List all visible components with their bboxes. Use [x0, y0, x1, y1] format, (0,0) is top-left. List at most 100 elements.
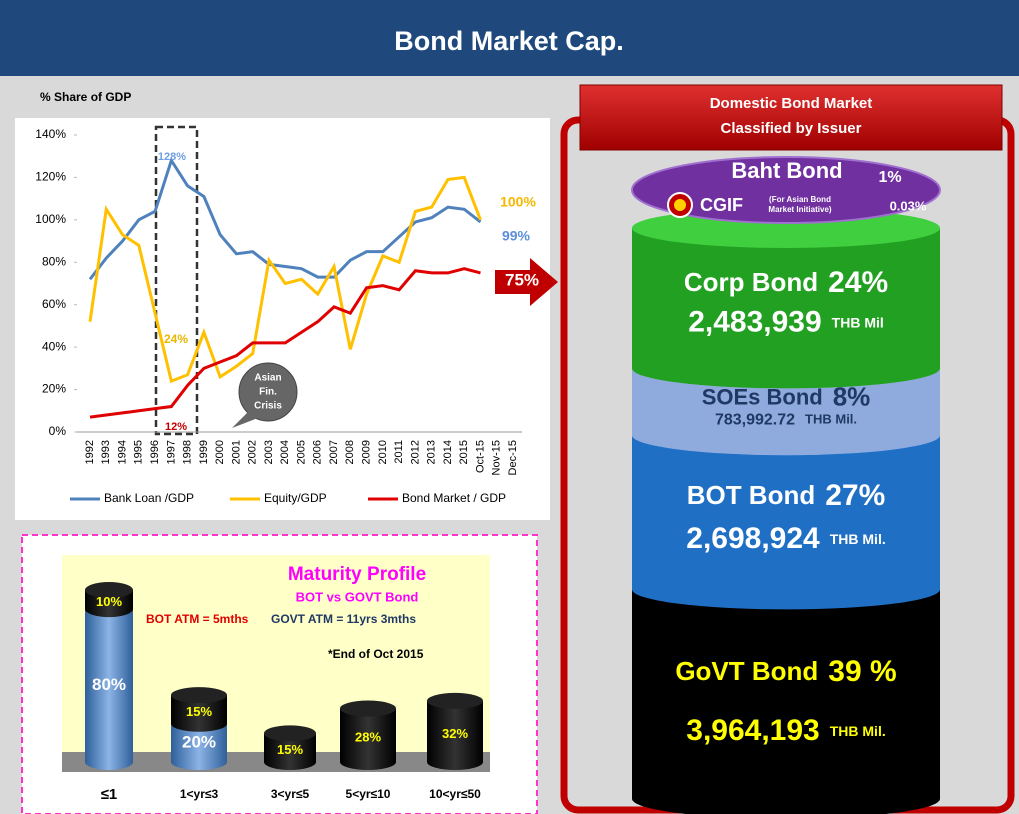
- x-tick-label: ≤1: [101, 786, 118, 803]
- segment-title: Corp Bond 24%: [684, 266, 888, 299]
- segment-amount: 3,964,193 THB Mil.: [686, 714, 885, 747]
- segment-share: 0.03%: [890, 198, 927, 213]
- x-tick-label: 3<yr≤5: [271, 787, 310, 801]
- annotation: GOVT ATM = 11yrs 3mths: [271, 612, 416, 626]
- x-tick-label: 2006: [312, 440, 324, 464]
- value-label: 10%: [96, 594, 122, 609]
- callout-text: Fin.: [259, 387, 277, 398]
- segment-name: BOT Bond: [687, 480, 816, 510]
- x-tick-label: 1996: [149, 440, 161, 464]
- top-disk: [631, 156, 941, 224]
- cylinder-top: [264, 725, 316, 742]
- annotation: 12%: [165, 421, 187, 433]
- cylinder-body: [171, 695, 228, 732]
- unit: THB Mil.: [830, 722, 886, 738]
- x-tick-label: 2010: [377, 440, 389, 464]
- cylinder-body: [632, 228, 940, 389]
- callout-text: Asian: [254, 373, 281, 384]
- unit: THB Mil: [832, 314, 884, 330]
- segment-title: BOT Bond 27%: [687, 479, 886, 512]
- cylinder-body: [632, 368, 940, 456]
- segment-share: 27%: [825, 479, 885, 512]
- x-tick-label: 2008: [344, 440, 356, 464]
- x-tick-label: 2002: [247, 440, 259, 464]
- x-tick-label: 2012: [409, 440, 421, 464]
- legend-label: Bond Market / GDP: [402, 491, 506, 505]
- cylinder-body: [264, 733, 316, 770]
- segment-share: 39 %: [828, 655, 896, 688]
- annotation: 24%: [164, 332, 188, 346]
- x-tick-label: 1999: [198, 440, 210, 464]
- x-tick-label: 2003: [263, 440, 275, 464]
- annotation: 75%: [505, 270, 539, 289]
- x-tick-label: 1992: [84, 440, 96, 464]
- segment-name: Baht Bond: [731, 158, 842, 183]
- cylinder-body: [427, 700, 483, 770]
- legend-label: Equity/GDP: [264, 491, 327, 505]
- crisis-box: [154, 125, 199, 436]
- x-tick-label: 2007: [328, 440, 340, 464]
- x-tick-label: 1997: [165, 440, 177, 464]
- x-tick-label: 1998: [182, 440, 194, 464]
- series-line: [89, 267, 481, 419]
- value-label: 20%: [182, 732, 216, 751]
- value-label: 15%: [186, 704, 212, 719]
- y-tick-label: 0%: [49, 424, 67, 438]
- y-tick-label: 20%: [42, 382, 66, 396]
- unit: THB Mil.: [830, 531, 886, 547]
- x-tick-label: 2004: [279, 440, 291, 464]
- callout-text: Crisis: [254, 401, 282, 412]
- callout-pointer: [232, 412, 258, 428]
- value-label: 15%: [277, 742, 303, 757]
- arrow: [495, 258, 558, 306]
- cgif-note: Market Initiative): [768, 205, 831, 214]
- segment-share: 24%: [828, 266, 888, 299]
- segment-title: SOEs Bond 8%: [702, 381, 871, 411]
- unit: THB Mil.: [805, 412, 857, 427]
- title-bar: [0, 0, 1019, 76]
- annotation: 100%: [500, 194, 536, 210]
- cylinder-top: [85, 582, 133, 598]
- segment-amount: 783,992.72 THB Mil.: [715, 412, 857, 429]
- cylinder-body: [632, 589, 940, 814]
- x-tick-label: 2013: [426, 440, 438, 464]
- cylinder-top: [427, 692, 483, 709]
- segment-amount: 2,483,939 THB Mil: [688, 305, 884, 338]
- amount: 3,964,193: [686, 714, 819, 747]
- value-label: 32%: [442, 726, 468, 741]
- series-line: [88, 156, 482, 281]
- x-tick-label: 1<yr≤3: [180, 787, 219, 801]
- y-tick-label: 60%: [42, 297, 66, 311]
- x-tick-label: Dec-15: [507, 440, 519, 475]
- y-tick-label: 140%: [35, 127, 66, 141]
- x-tick-label: Nov-15: [491, 440, 503, 475]
- x-tick-label: 2009: [360, 440, 372, 464]
- segment-name: Corp Bond: [684, 267, 818, 297]
- value-label: 28%: [355, 730, 381, 745]
- issuer-header: [579, 84, 1003, 151]
- y-tick-label: 120%: [35, 170, 66, 184]
- y-tick-label: 80%: [42, 254, 66, 268]
- value-label: 80%: [92, 675, 126, 694]
- annotation: 99%: [502, 228, 531, 244]
- segment-title: GoVT Bond 39 %: [675, 655, 896, 688]
- x-tick-label: 2001: [230, 440, 242, 464]
- x-tick-label: 1993: [100, 440, 112, 464]
- y-tick-label: 100%: [35, 212, 66, 226]
- x-tick-label: 2000: [214, 440, 226, 464]
- x-tick-label: 2015: [458, 440, 470, 464]
- cylinder-body: [85, 609, 133, 770]
- segment-amount: 2,698,924 THB Mil.: [686, 522, 885, 555]
- legend-label: Bank Loan /GDP: [104, 491, 194, 505]
- cylinder-body: [171, 723, 227, 770]
- x-tick-label: 1995: [133, 440, 145, 464]
- segment-share: 1%: [878, 169, 901, 186]
- line-panel: [15, 118, 550, 520]
- callout-bubble: [238, 362, 298, 422]
- amount: 783,992.72: [715, 412, 795, 429]
- segment-name: SOEs Bond: [702, 384, 823, 409]
- title: Bond Market Cap.: [394, 26, 624, 56]
- annotation: BOT ATM = 5mths: [146, 612, 249, 626]
- x-tick-label: Oct-15: [474, 440, 486, 473]
